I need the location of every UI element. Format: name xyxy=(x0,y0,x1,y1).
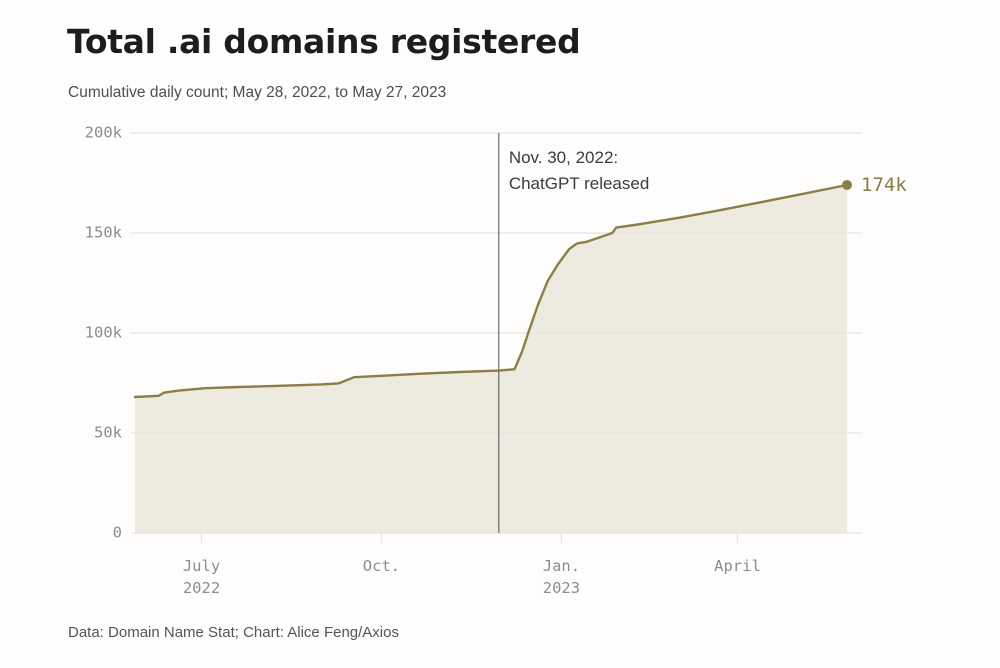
annotation-line-2: ChatGPT released xyxy=(508,174,650,193)
y-tick-label-0: 0 xyxy=(112,523,122,542)
source-credit: Data: Domain Name Stat; Chart: Alice Fen… xyxy=(68,624,399,641)
x-tick-label: April xyxy=(714,557,761,575)
line-series xyxy=(133,183,849,399)
y-tick-label-150k: 150k xyxy=(84,223,122,242)
end-value-label: 174k xyxy=(861,174,907,196)
chart-title: Total .ai domains registered xyxy=(67,22,581,61)
y-tick-label-100k: 100k xyxy=(84,323,122,342)
x-tick-label: Oct. xyxy=(362,557,401,575)
y-tick-label-200k: 200k xyxy=(84,123,122,142)
x-tick-label: July 2022 xyxy=(182,557,221,597)
end-point-dot xyxy=(842,180,852,190)
annotation-line-1: Nov. 30, 2022: xyxy=(508,148,619,167)
x-tick-label: Jan. 2023 xyxy=(542,557,581,597)
chart-subtitle: Cumulative daily count; May 28, 2022, to… xyxy=(68,84,447,101)
annotation-text: Nov. 30, 2022: ChatGPT released xyxy=(509,145,649,197)
y-tick-label-50k: 50k xyxy=(94,423,122,442)
area-fill xyxy=(135,185,847,533)
